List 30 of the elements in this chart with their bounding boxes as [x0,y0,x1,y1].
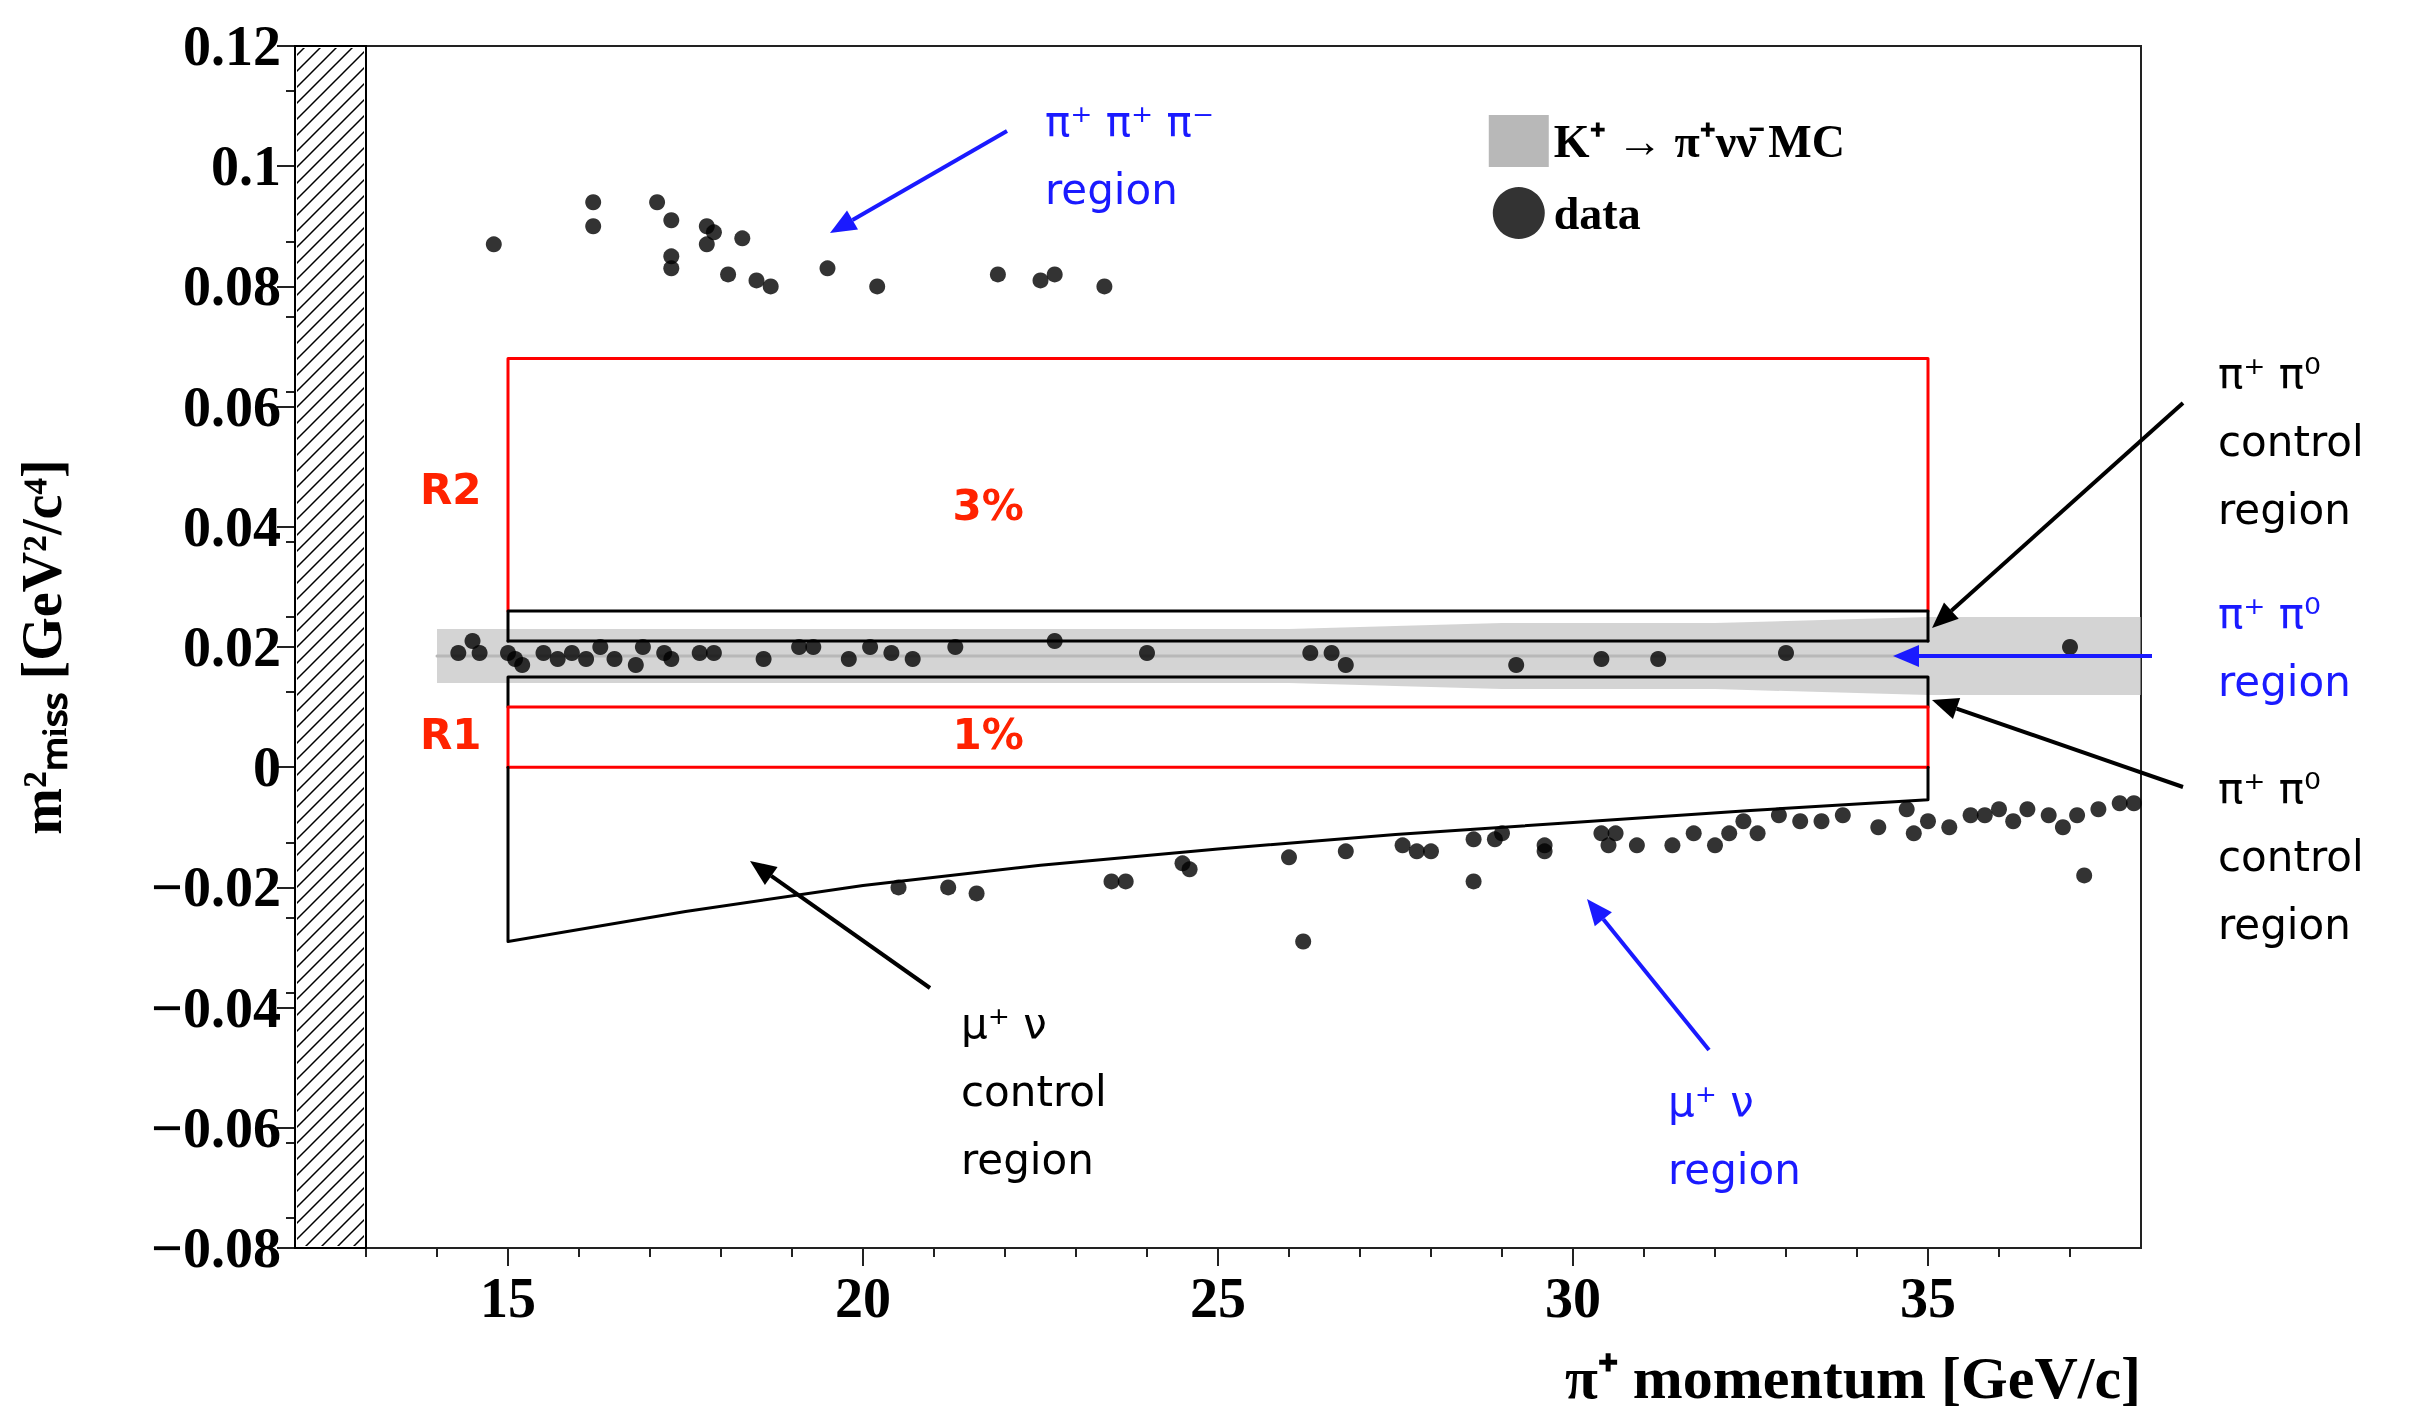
x-tick-label: 30 [1545,1267,1601,1329]
annotation: 3% [952,480,1024,532]
legend-label: K⁺ → π⁺νν̄ MC [1553,115,1846,167]
x-tick-label: 15 [480,1267,536,1329]
y-tick-label: −0.06 [151,1096,281,1159]
y-tick-label: 0.1 [211,135,281,198]
x-tick-label: 25 [1190,1267,1246,1329]
annotation: R1 [420,709,482,761]
y-tick-label: 0.02 [183,616,281,678]
legend-label: data [1553,187,1641,239]
text: π⁺ π⁰ control region [2218,763,2364,951]
y-tick-label: 0.04 [183,495,281,558]
y-tick-label: 0 [253,736,281,799]
y-tick-label: −0.08 [151,1217,281,1279]
x-tick-label: 35 [1900,1267,1956,1329]
x-axis-title: π⁺ momentum [GeV/c] [1564,1345,2141,1411]
text: π⁺ π⁰ region [2218,588,2351,708]
x-tick-label: 20 [835,1267,891,1329]
y-tick-label: 0.08 [183,255,281,318]
y-tick-label: −0.02 [151,856,281,919]
y-tick-label: 0.12 [183,15,281,77]
annotation: μ⁺ ν control region [961,998,1107,1186]
annotation: 1% [952,709,1024,761]
annotation: μ⁺ ν region [1668,1076,1801,1196]
y-axis-title: m²ₘᵢₛₛ [GeV²/c⁴] [11,459,73,835]
annotation: R2 [420,464,482,516]
text: π⁺ π⁰ control region [2218,348,2364,536]
annotation: π⁺ π⁺ π⁻ region [1045,96,1215,216]
y-tick-label: 0.06 [183,375,281,438]
y-tick-label: −0.04 [151,976,281,1039]
